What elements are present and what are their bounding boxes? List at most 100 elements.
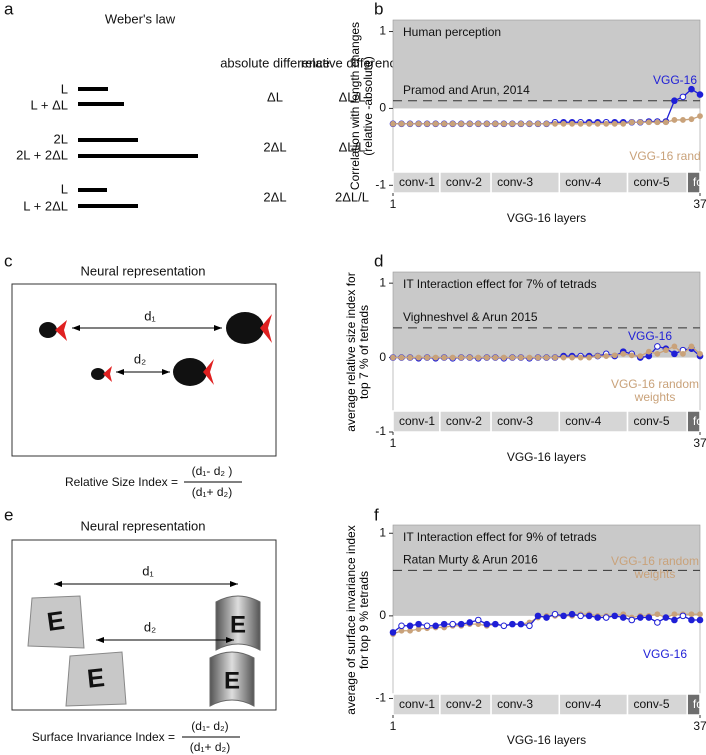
data-point [466, 619, 474, 626]
data-point [390, 354, 396, 361]
data-point [449, 620, 456, 628]
data-point [475, 354, 482, 361]
data-point [619, 614, 627, 621]
data-point [671, 611, 678, 618]
y-tick-label: 1 [379, 525, 386, 539]
layer-group-label: conv-4 [565, 697, 601, 711]
data-point [552, 354, 558, 361]
data-point [406, 622, 414, 630]
distance-label: d₁ [142, 563, 154, 578]
data-point [449, 354, 456, 361]
data-point [654, 619, 661, 626]
y-tick-label: 1 [379, 275, 386, 289]
data-point [415, 120, 422, 127]
data-point [432, 120, 439, 127]
data-point [671, 350, 678, 358]
layer-group [686, 410, 701, 433]
y-tick-label: 0 [379, 608, 386, 622]
data-point [594, 353, 601, 359]
relative-diff: ΔL/L [339, 89, 366, 104]
annotation: IT Interaction effect for 7% of tetrads [403, 277, 597, 291]
data-point [457, 620, 465, 628]
data-point [603, 120, 610, 127]
data-point [620, 350, 627, 357]
x-tick-label: 37 [693, 719, 706, 733]
data-point [518, 120, 524, 127]
data-point [551, 610, 559, 618]
data-point [466, 354, 473, 361]
data-point [458, 354, 465, 361]
data-point [645, 614, 653, 621]
diagram-title: Neural representation [80, 263, 205, 278]
absolute-diff: 2ΔL [263, 189, 286, 204]
x-tick-label: 37 [693, 197, 706, 211]
data-point [474, 616, 482, 624]
stimulus-letter: E [45, 605, 66, 637]
data-point [492, 620, 499, 628]
data-point [611, 352, 618, 359]
y-axis-label: Correlation with length changes (relativ… [348, 21, 375, 191]
data-point [637, 119, 644, 126]
data-point [407, 354, 413, 361]
annotation: IT Interaction effect for 9% of tetrads [403, 530, 597, 544]
data-point [543, 614, 550, 621]
data-point [483, 620, 491, 628]
data-point [517, 620, 525, 628]
data-point [577, 120, 584, 127]
data-point [398, 354, 405, 361]
panel-label: d [374, 251, 383, 270]
x-axis-label: VGG-16 layers [507, 211, 586, 225]
data-point [628, 616, 636, 624]
data-point [688, 343, 695, 350]
data-point [662, 119, 669, 126]
data-point [569, 354, 575, 361]
y-axis-label: average of surface invariance index for … [344, 525, 371, 715]
layer-group-label: conv-5 [634, 175, 670, 189]
data-point [432, 622, 439, 630]
y-tick-label: 1 [379, 24, 386, 38]
denominator: (d₁+ d₂) [192, 485, 232, 499]
data-point [577, 354, 584, 361]
layer-group-label: fc [693, 414, 702, 428]
data-point [424, 354, 431, 361]
diagram-box [11, 283, 277, 457]
data-point [466, 120, 473, 127]
weber-title: Weber's law [105, 11, 176, 26]
annotation: Human perception [403, 25, 501, 39]
data-point [654, 611, 661, 618]
data-point [603, 353, 610, 359]
data-point [423, 622, 431, 630]
data-point [535, 120, 541, 127]
data-point [696, 616, 704, 624]
data-point [671, 117, 678, 123]
plot-background [393, 20, 700, 109]
data-point [432, 354, 439, 361]
data-point [611, 120, 618, 127]
stimulus-letter: E [224, 667, 240, 694]
data-point [620, 120, 627, 127]
layer-group-label: conv-3 [497, 175, 533, 189]
distance-label: d₂ [144, 619, 156, 634]
data-point [577, 612, 584, 620]
line-label: L [61, 181, 68, 196]
flat-surface [27, 595, 85, 649]
data-point [535, 354, 541, 361]
data-point [671, 343, 678, 350]
arrow-head [230, 581, 238, 587]
data-point [518, 354, 524, 361]
x-tick-label: 37 [693, 436, 706, 450]
distance-label: d₁ [144, 308, 156, 323]
data-point [654, 343, 661, 350]
x-tick-label: 1 [390, 719, 397, 733]
fish [226, 312, 264, 344]
data-point [509, 120, 516, 127]
layer-group-label: conv-4 [565, 414, 601, 428]
y-tick-label: 0 [379, 101, 386, 115]
layer-group-label: fc [693, 175, 702, 189]
data-point [534, 612, 542, 620]
series-label: VGG-16 [627, 329, 672, 343]
y-axis-label: average relative size index for top 7 % … [344, 272, 371, 432]
data-point [415, 620, 422, 628]
data-point [483, 354, 490, 361]
reference-label: Pramod and Arun, 2014 [403, 83, 530, 97]
